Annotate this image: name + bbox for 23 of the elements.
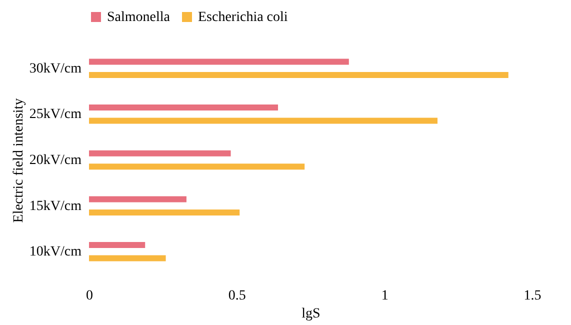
bar [89, 58, 349, 65]
bar [89, 196, 186, 202]
y-tick-label: 15kV/cm [29, 198, 82, 214]
bar [89, 209, 240, 216]
x-axis-title: lgS [302, 306, 320, 322]
x-tick-label: 0 [86, 288, 93, 304]
bar [89, 104, 278, 111]
bar [89, 242, 146, 248]
x-tick-label: 1.5 [524, 288, 542, 304]
y-tick-label: 30kV/cm [29, 61, 82, 76]
bar [89, 72, 508, 78]
legend-label: Salmonella [107, 10, 171, 25]
y-tick-label: 25kV/cm [29, 107, 82, 122]
x-tick-label: 1 [381, 288, 388, 304]
x-tick-label: 0.5 [228, 288, 246, 304]
bar [89, 150, 231, 156]
y-axis-title: Electric field intensity [11, 98, 26, 223]
bar [89, 164, 305, 170]
bar [89, 118, 438, 124]
bar [89, 255, 166, 262]
legend-label: Escherichia coli [198, 10, 288, 25]
y-tick-label: 20kV/cm [29, 153, 82, 168]
y-tick-label: 10kV/cm [29, 244, 82, 260]
